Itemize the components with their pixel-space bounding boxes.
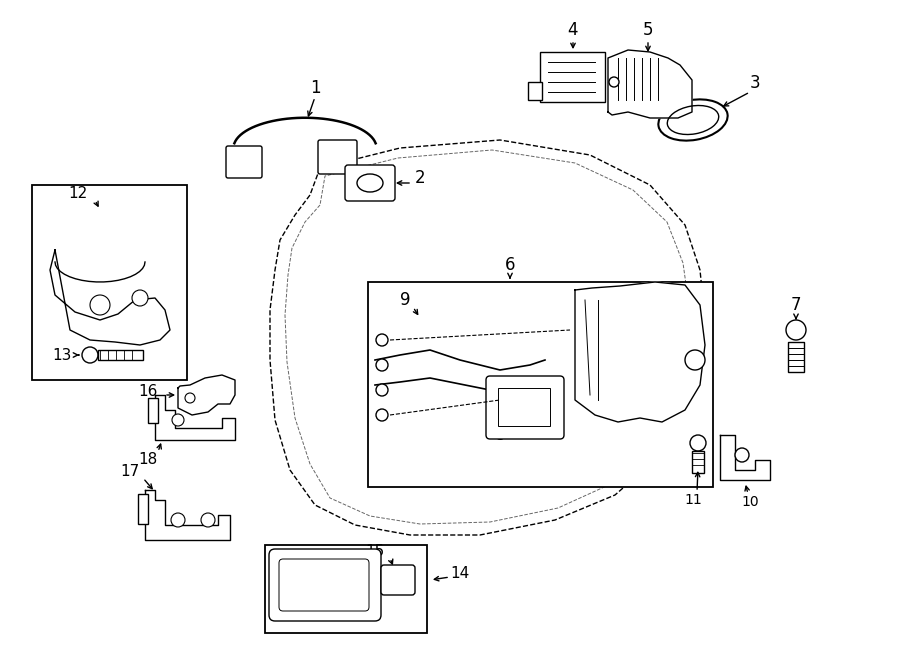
Circle shape: [82, 347, 98, 363]
Circle shape: [185, 393, 195, 403]
Polygon shape: [155, 395, 235, 440]
FancyBboxPatch shape: [486, 376, 564, 439]
Polygon shape: [145, 490, 230, 540]
Circle shape: [786, 320, 806, 340]
Text: 11: 11: [684, 493, 702, 507]
Circle shape: [735, 448, 749, 462]
Bar: [138, 494, 148, 524]
Circle shape: [132, 290, 148, 306]
Circle shape: [690, 435, 706, 451]
Text: 4: 4: [568, 21, 578, 39]
Bar: [498, 388, 550, 426]
Circle shape: [376, 334, 388, 346]
Text: 9: 9: [400, 291, 410, 309]
Ellipse shape: [667, 106, 719, 134]
Text: 6: 6: [505, 256, 515, 274]
Text: 13: 13: [52, 348, 72, 362]
Bar: [32, 185, 187, 380]
FancyBboxPatch shape: [269, 549, 381, 621]
Polygon shape: [575, 282, 705, 422]
Circle shape: [376, 384, 388, 396]
Text: 1: 1: [310, 79, 320, 97]
Text: 18: 18: [139, 453, 158, 467]
Bar: [265, 545, 427, 633]
Text: 16: 16: [139, 385, 158, 399]
Circle shape: [376, 359, 388, 371]
Bar: [540, 52, 605, 102]
Bar: [692, 451, 704, 473]
Text: 17: 17: [121, 465, 140, 479]
Text: 7: 7: [791, 296, 801, 314]
Circle shape: [201, 513, 215, 527]
Text: 8: 8: [495, 426, 505, 444]
Text: 2: 2: [415, 169, 426, 187]
Circle shape: [376, 409, 388, 421]
Bar: [788, 342, 804, 372]
Text: 10: 10: [742, 495, 759, 509]
Bar: [148, 398, 158, 423]
Text: 14: 14: [450, 566, 470, 582]
FancyBboxPatch shape: [345, 165, 395, 201]
Bar: [368, 282, 713, 487]
Bar: [528, 82, 542, 100]
FancyBboxPatch shape: [279, 559, 369, 611]
FancyBboxPatch shape: [318, 140, 357, 174]
Polygon shape: [608, 50, 692, 118]
Text: 3: 3: [750, 74, 760, 92]
Circle shape: [685, 350, 705, 370]
FancyBboxPatch shape: [381, 565, 415, 595]
Text: 12: 12: [68, 186, 87, 200]
Circle shape: [171, 513, 185, 527]
Ellipse shape: [357, 174, 383, 192]
Circle shape: [172, 414, 184, 426]
Polygon shape: [720, 435, 770, 480]
Text: 5: 5: [643, 21, 653, 39]
Polygon shape: [50, 250, 170, 345]
Ellipse shape: [659, 99, 727, 141]
Polygon shape: [178, 375, 235, 415]
Bar: [98, 350, 143, 360]
Circle shape: [90, 295, 110, 315]
Text: 15: 15: [365, 545, 384, 559]
Circle shape: [609, 77, 619, 87]
FancyBboxPatch shape: [226, 146, 262, 178]
